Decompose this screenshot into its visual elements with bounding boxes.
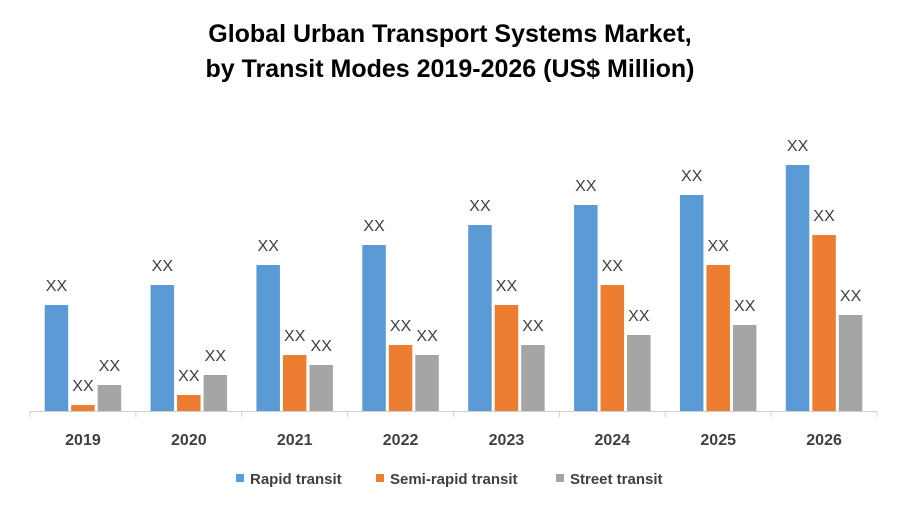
data-label: XX xyxy=(813,208,835,225)
x-tick-label: 2024 xyxy=(595,432,631,449)
legend-label: Semi-rapid transit xyxy=(390,471,518,488)
bar-street-transit xyxy=(732,325,757,411)
bar-street-transit xyxy=(521,345,545,411)
data-label: XX xyxy=(734,298,756,315)
bar-street-transit xyxy=(838,315,863,411)
bar-semi-rapid-transit xyxy=(388,345,413,411)
data-label: XX xyxy=(416,328,438,345)
bar-street-transit xyxy=(203,375,228,411)
bar-semi-rapid-transit xyxy=(177,395,201,411)
bar-rapid-transit xyxy=(574,205,598,411)
data-label: XX xyxy=(46,278,68,295)
data-label: XX xyxy=(99,358,121,375)
x-tick-label: 2023 xyxy=(489,432,525,449)
data-label: XX xyxy=(284,328,306,345)
data-label: XX xyxy=(628,308,650,325)
data-label: XX xyxy=(311,338,333,355)
chart-title-line2: by Transit Modes 2019-2026 (US$ Million) xyxy=(205,55,695,83)
legend-label: Street transit xyxy=(570,471,663,488)
bar-semi-rapid-transit xyxy=(71,405,95,411)
legend-label: Rapid transit xyxy=(250,471,342,488)
x-tick-label: 2020 xyxy=(171,432,207,449)
data-label: XX xyxy=(363,218,385,235)
bar-rapid-transit xyxy=(362,245,386,411)
data-label: XX xyxy=(72,378,94,395)
data-label: XX xyxy=(178,368,200,385)
bar-semi-rapid-transit xyxy=(494,305,519,411)
data-label: XX xyxy=(205,348,227,365)
data-label: XX xyxy=(258,238,280,255)
bar-semi-rapid-transit xyxy=(706,265,730,411)
bar-rapid-transit xyxy=(150,285,175,411)
x-tick-label: 2026 xyxy=(806,432,842,449)
data-label: XX xyxy=(469,198,491,215)
data-label: XX xyxy=(152,258,174,275)
bar-rapid-transit xyxy=(44,305,69,411)
bar-semi-rapid-transit xyxy=(282,355,307,411)
data-label: XX xyxy=(681,168,703,185)
x-tick-label: 2021 xyxy=(277,432,313,449)
legend-swatch xyxy=(556,474,564,482)
bar-street-transit xyxy=(627,335,651,411)
bar-street-transit xyxy=(309,365,333,411)
bar-street-transit xyxy=(97,385,122,411)
data-label: XX xyxy=(787,138,809,155)
data-label: XX xyxy=(496,278,518,295)
bar-rapid-transit xyxy=(468,225,492,411)
chart-title-line1: Global Urban Transport Systems Market, xyxy=(208,20,692,48)
legend-swatch xyxy=(236,474,244,482)
data-label: XX xyxy=(840,288,862,305)
bar-semi-rapid-transit xyxy=(812,235,836,411)
data-label: XX xyxy=(390,318,412,335)
bar-rapid-transit xyxy=(256,265,280,411)
bar-rapid-transit xyxy=(679,195,704,411)
legend-swatch xyxy=(376,474,384,482)
bar-rapid-transit xyxy=(785,165,810,411)
x-tick-label: 2019 xyxy=(65,432,101,449)
data-label: XX xyxy=(602,258,624,275)
bar-semi-rapid-transit xyxy=(600,285,625,411)
data-label: XX xyxy=(708,238,730,255)
x-tick-label: 2022 xyxy=(383,432,419,449)
data-label: XX xyxy=(522,318,544,335)
bar-street-transit xyxy=(415,355,439,411)
x-tick-label: 2025 xyxy=(700,432,736,449)
data-label: XX xyxy=(575,178,597,195)
